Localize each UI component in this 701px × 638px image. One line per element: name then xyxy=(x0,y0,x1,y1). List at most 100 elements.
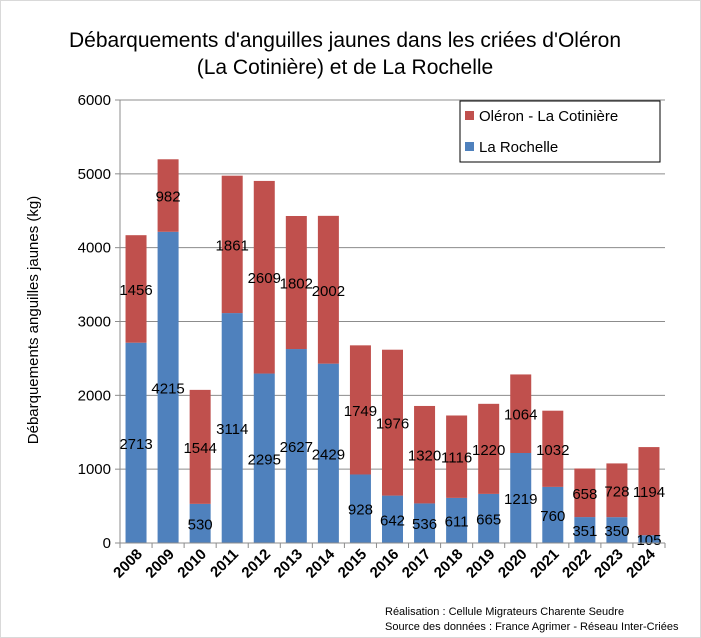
data-label-la-rochelle: 1219 xyxy=(504,491,537,508)
data-label-la-rochelle: 665 xyxy=(476,511,501,528)
bar-la-rochelle-2009 xyxy=(157,231,179,544)
x-tick-label: 2018 xyxy=(431,546,467,582)
data-label-oleron: 1861 xyxy=(216,237,249,254)
data-label-la-rochelle: 2295 xyxy=(248,451,281,468)
y-tick-label: 4000 xyxy=(78,240,111,257)
bar-oleron-2023 xyxy=(606,463,628,518)
x-tick-label: 2014 xyxy=(303,545,339,581)
bar-la-rochelle-2016 xyxy=(382,495,403,543)
x-tick-label: 2011 xyxy=(207,546,242,581)
x-tick-label: 2022 xyxy=(559,546,595,582)
legend-swatch-oleron xyxy=(465,111,474,120)
x-tick-label: 2010 xyxy=(174,546,210,582)
bar-la-rochelle-2023 xyxy=(606,517,628,543)
legend-label-la-rochelle: La Rochelle xyxy=(479,139,558,156)
bar-oleron-2020 xyxy=(510,374,532,453)
x-tick-label: 2016 xyxy=(367,546,403,582)
bar-oleron-2021 xyxy=(542,410,564,487)
data-label-la-rochelle: 351 xyxy=(572,523,597,540)
bar-oleron-2010 xyxy=(189,389,211,504)
legend-box xyxy=(459,100,661,163)
data-label-oleron: 1220 xyxy=(472,442,505,459)
x-tick-label: 2009 xyxy=(142,546,178,582)
legend-label-oleron: Oléron - La Cotinière xyxy=(479,108,618,125)
chart-title-line-2: (La Cotinière) et de La Rochelle xyxy=(197,56,494,79)
bar-la-rochelle-2014 xyxy=(317,363,339,543)
data-label-la-rochelle: 530 xyxy=(188,516,213,533)
data-label-la-rochelle: 2627 xyxy=(280,439,313,456)
data-label-oleron: 1064 xyxy=(504,407,537,424)
y-axis-label: Débarquements anguilles jaunes (kg) xyxy=(25,196,42,444)
data-label-oleron: 728 xyxy=(604,483,629,500)
bar-la-rochelle-2013 xyxy=(285,349,307,543)
bar-la-rochelle-2020 xyxy=(510,452,532,543)
data-label-la-rochelle: 642 xyxy=(380,512,405,529)
data-label-oleron: 1976 xyxy=(376,416,409,433)
data-label-la-rochelle: 350 xyxy=(604,523,629,540)
bar-la-rochelle-2017 xyxy=(414,503,436,543)
bar-oleron-2009 xyxy=(157,159,179,232)
chart-title-line-1: Débarquements d'anguilles jaunes dans le… xyxy=(69,29,621,52)
bar-oleron-2024 xyxy=(638,447,660,536)
bar-la-rochelle-2012 xyxy=(253,373,275,543)
credit-realisation: Réalisation : Cellule Migrateurs Charent… xyxy=(385,606,624,618)
data-label-oleron: 1544 xyxy=(183,440,216,457)
y-tick-label: 6000 xyxy=(78,92,111,109)
x-tick-label: 2019 xyxy=(463,546,499,582)
chart-title: Débarquements d'anguilles jaunes dans le… xyxy=(69,29,621,79)
y-tick-label: 5000 xyxy=(78,166,111,183)
bar-la-rochelle-2021 xyxy=(542,486,564,543)
data-label-la-rochelle: 2713 xyxy=(119,436,152,453)
x-tick-label: 2013 xyxy=(271,546,307,582)
data-label-oleron: 2609 xyxy=(248,270,281,287)
y-tick-label: 1000 xyxy=(78,461,111,478)
data-label-la-rochelle: 4215 xyxy=(151,380,184,397)
x-tick-label: 2023 xyxy=(591,546,627,582)
x-tick-label: 2024 xyxy=(623,545,659,581)
y-tick-label: 3000 xyxy=(78,314,111,331)
legend: Oléron - La Cotinière La Rochelle xyxy=(459,100,661,163)
bar-oleron-2018 xyxy=(446,415,468,498)
bar-oleron-2011 xyxy=(221,175,243,314)
data-label-oleron: 658 xyxy=(572,486,597,503)
data-label-la-rochelle: 760 xyxy=(540,508,565,525)
bar-oleron-2016 xyxy=(382,349,403,496)
data-label-oleron: 1749 xyxy=(344,403,377,420)
data-label-la-rochelle: 928 xyxy=(348,502,373,519)
bar-la-rochelle-2015 xyxy=(349,474,371,543)
legend-swatch-la-rochelle xyxy=(465,142,474,151)
bar-la-rochelle-2011 xyxy=(221,313,243,543)
bar-oleron-2017 xyxy=(414,405,436,504)
x-tick-label: 2020 xyxy=(495,546,531,582)
data-label-oleron: 1032 xyxy=(536,442,569,459)
bar-oleron-2008 xyxy=(125,235,147,343)
x-tick-label: 2008 xyxy=(110,546,146,582)
bar-oleron-2012 xyxy=(253,180,275,374)
data-label-oleron: 1116 xyxy=(441,450,472,467)
y-tick-label: 2000 xyxy=(78,387,111,404)
bar-la-rochelle-2024 xyxy=(638,535,660,543)
bar-oleron-2022 xyxy=(574,468,596,518)
data-label-oleron: 2002 xyxy=(312,283,345,300)
data-label-oleron: 1802 xyxy=(280,276,313,293)
bar-oleron-2013 xyxy=(285,215,307,350)
x-tick-label: 2021 xyxy=(527,546,563,582)
bar-la-rochelle-2018 xyxy=(446,497,468,543)
data-label-la-rochelle: 105 xyxy=(636,532,661,549)
bar-oleron-2014 xyxy=(317,215,339,364)
data-label-oleron: 982 xyxy=(156,189,181,206)
x-tick-label: 2015 xyxy=(335,546,371,582)
data-label-la-rochelle: 611 xyxy=(445,513,469,530)
x-tick-label: 2012 xyxy=(238,546,274,582)
credit-source: Source des données : France Agrimer - Ré… xyxy=(385,621,679,633)
x-tick-label: 2017 xyxy=(399,546,435,582)
bar-la-rochelle-2010 xyxy=(189,503,211,543)
bar-oleron-2019 xyxy=(478,403,500,494)
bar-la-rochelle-2019 xyxy=(478,493,500,543)
data-label-la-rochelle: 3114 xyxy=(216,421,248,438)
data-label-la-rochelle: 2429 xyxy=(312,446,345,463)
bars xyxy=(125,159,660,544)
y-tick-label: 0 xyxy=(103,535,111,552)
